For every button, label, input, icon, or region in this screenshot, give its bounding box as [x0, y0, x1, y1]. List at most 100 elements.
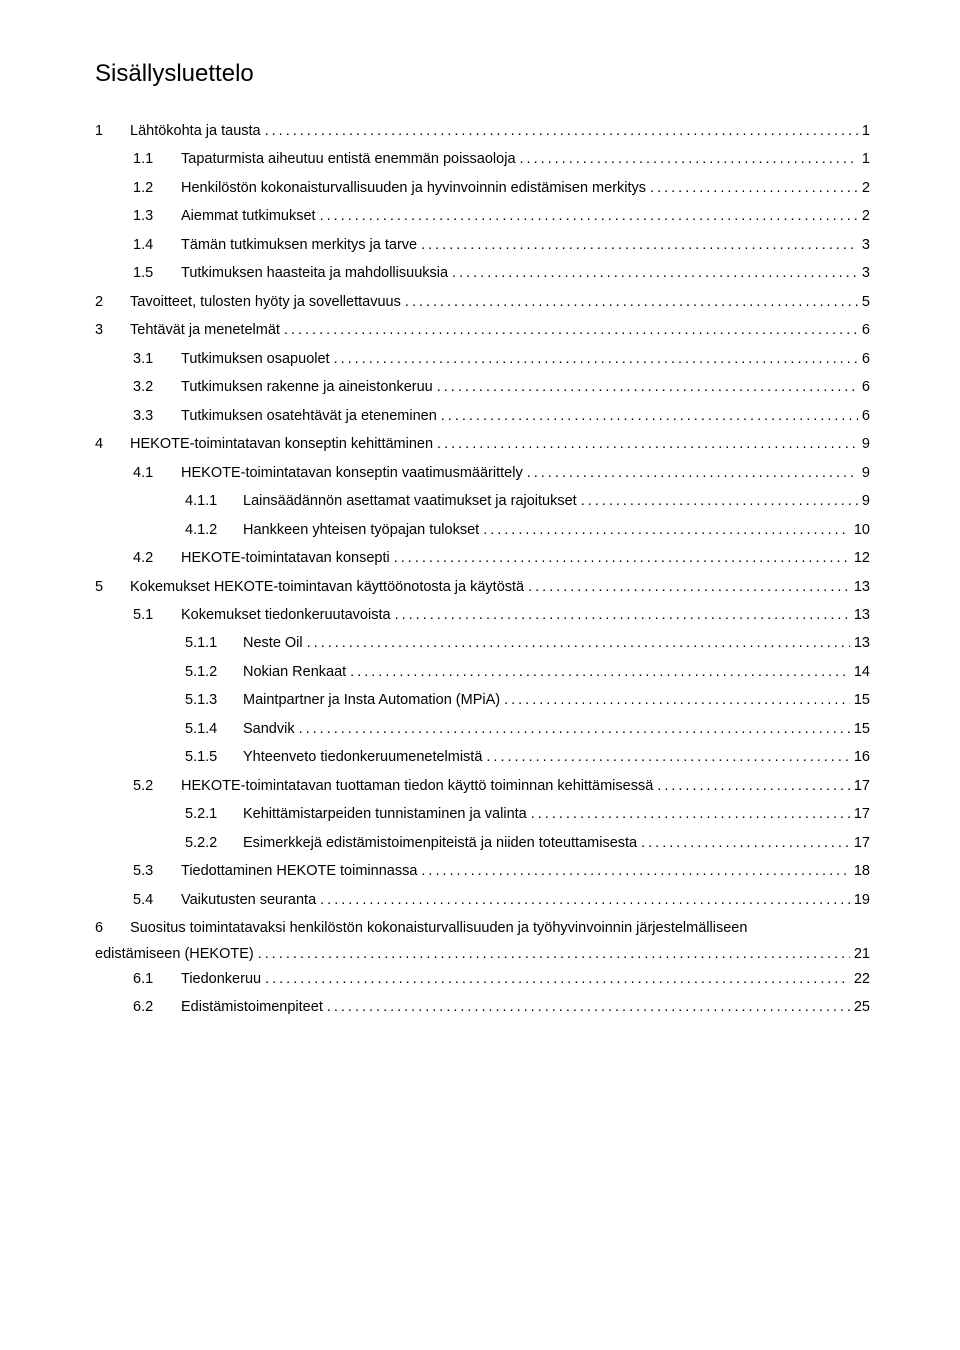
toc-leader-dots	[265, 120, 858, 142]
toc-label: Tutkimuksen haasteita ja mahdollisuuksia	[181, 262, 448, 284]
toc-number: 5.1.2	[185, 661, 243, 683]
toc-number: 4.2	[133, 547, 181, 569]
toc-page-number: 2	[862, 205, 870, 227]
toc-number: 1.5	[133, 262, 181, 284]
toc-number: 5.3	[133, 860, 181, 882]
toc-page-number: 15	[854, 689, 870, 711]
toc-leader-dots	[437, 376, 858, 398]
toc-number: 5.1.5	[185, 746, 243, 768]
toc-label: edistämiseen (HEKOTE)	[95, 946, 254, 962]
toc-entry: 2Tavoitteet, tulosten hyöty ja sovellett…	[95, 291, 870, 313]
toc-leader-dots	[657, 775, 850, 797]
toc-entry: 4.1.1Lainsäädännön asettamat vaatimukset…	[185, 490, 870, 512]
toc-entry: 3Tehtävät ja menetelmät6	[95, 319, 870, 341]
page-title: Sisällysluettelo	[95, 60, 870, 88]
toc-page-number: 19	[854, 889, 870, 911]
toc-entry: 4.2HEKOTE-toimintatavan konsepti12	[133, 547, 870, 569]
toc-leader-dots	[528, 576, 850, 598]
toc-page-number: 1	[862, 148, 870, 170]
toc-leader-dots	[504, 689, 850, 711]
toc-label: Henkilöstön kokonaisturvallisuuden ja hy…	[181, 177, 646, 199]
toc-number: 1.4	[133, 234, 181, 256]
toc-page-number: 5	[862, 291, 870, 313]
toc-label: Tiedonkeruu	[181, 968, 261, 990]
toc-number: 1.3	[133, 205, 181, 227]
toc-leader-dots	[483, 519, 850, 541]
toc-page-number: 3	[862, 234, 870, 256]
toc-leader-dots	[441, 405, 858, 427]
toc-label: Hankkeen yhteisen työpajan tulokset	[243, 519, 479, 541]
toc-leader-dots	[327, 996, 850, 1018]
toc-number: 5	[95, 576, 130, 598]
toc-label: Tiedottaminen HEKOTE toiminnassa	[181, 860, 417, 882]
toc-entry: 5.1.2Nokian Renkaat14	[185, 661, 870, 683]
toc-leader-dots	[520, 148, 858, 170]
toc-label: Suositus toimintatavaksi henkilöstön kok…	[130, 920, 747, 936]
toc-number: 6.1	[133, 968, 181, 990]
toc-entry: 3.1Tutkimuksen osapuolet6	[133, 348, 870, 370]
toc-entry: 5.1.5Yhteenveto tiedonkeruumenetelmistä 1…	[185, 746, 870, 768]
toc-entry: 4.1HEKOTE-toimintatavan konseptin vaatim…	[133, 462, 870, 484]
toc-leader-dots	[350, 661, 850, 683]
toc-entry: 3.2Tutkimuksen rakenne ja aineistonkeruu…	[133, 376, 870, 398]
toc-entry: 6.1Tiedonkeruu22	[133, 968, 870, 990]
toc-number: 3.2	[133, 376, 181, 398]
toc-entry: 1.5Tutkimuksen haasteita ja mahdollisuuk…	[133, 262, 870, 284]
toc-leader-dots	[531, 803, 850, 825]
toc-label: HEKOTE-toimintatavan konseptin kehittämi…	[130, 433, 433, 455]
toc-page-number: 16	[854, 746, 870, 768]
toc-page-number: 13	[854, 632, 870, 654]
toc-leader-dots	[265, 968, 850, 990]
toc-page-number: 2	[862, 177, 870, 199]
toc-label: Kokemukset HEKOTE-toimintavan käyttöönot…	[130, 576, 524, 598]
toc-entry: 3.3Tutkimuksen osatehtävät ja eteneminen…	[133, 405, 870, 427]
toc-page-number: 17	[854, 803, 870, 825]
toc-page-number: 10	[854, 519, 870, 541]
toc-number: 6	[95, 917, 130, 939]
toc-entry: 5.1Kokemukset tiedonkeruutavoista13	[133, 604, 870, 626]
toc-entry: 4.1.2Hankkeen yhteisen työpajan tulokset…	[185, 519, 870, 541]
toc-entry: 1Lähtökohta ja tausta1	[95, 120, 870, 142]
toc-leader-dots	[486, 746, 849, 768]
toc-entry: 5Kokemukset HEKOTE-toimintavan käyttööno…	[95, 576, 870, 598]
toc-entry: 5.4Vaikutusten seuranta19	[133, 889, 870, 911]
toc-label: Sandvik	[243, 718, 295, 740]
toc-page-number: 3	[862, 262, 870, 284]
toc-label: Lainsäädännön asettamat vaatimukset ja r…	[243, 490, 577, 512]
toc-leader-dots	[395, 604, 850, 626]
toc-label: HEKOTE-toimintatavan tuottaman tiedon kä…	[181, 775, 653, 797]
toc-label: Kehittämistarpeiden tunnistaminen ja val…	[243, 803, 527, 825]
toc-leader-dots	[437, 433, 858, 455]
toc-label: Nokian Renkaat	[243, 661, 346, 683]
toc-number: 5.1.3	[185, 689, 243, 711]
toc-number: 3.3	[133, 405, 181, 427]
toc-leader-dots	[421, 860, 849, 882]
toc-page-number: 21	[854, 946, 870, 962]
toc-label: Yhteenveto tiedonkeruumenetelmistä	[243, 746, 482, 768]
toc-entry: 1.4Tämän tutkimuksen merkitys ja tarve3	[133, 234, 870, 256]
toc-page-number: 15	[854, 718, 870, 740]
toc-page-number: 6	[862, 348, 870, 370]
toc-entry: 5.2.2Esimerkkejä edistämistoimenpiteistä…	[185, 832, 870, 854]
toc-number: 5.2	[133, 775, 181, 797]
toc-label: Neste Oil	[243, 632, 303, 654]
toc-leader-dots	[405, 291, 858, 313]
toc-page-number: 9	[862, 462, 870, 484]
toc-label: Tehtävät ja menetelmät	[130, 319, 280, 341]
toc-entry: 5.1.4Sandvik15	[185, 718, 870, 740]
toc-number: 3.1	[133, 348, 181, 370]
toc-leader-dots	[320, 205, 858, 227]
toc-page-number: 12	[854, 547, 870, 569]
toc-leader-dots	[641, 832, 850, 854]
toc-number: 5.1	[133, 604, 181, 626]
toc-label: Maintpartner ja Insta Automation (MPiA)	[243, 689, 500, 711]
toc-entry: 6Suositus toimintatavaksi henkilöstön ko…	[95, 917, 870, 939]
toc-page-number: 13	[854, 576, 870, 598]
toc-entry: 1.1Tapaturmista aiheutuu entistä enemmän…	[133, 148, 870, 170]
toc-label: Esimerkkejä edistämistoimenpiteistä ja n…	[243, 832, 637, 854]
toc-number: 4.1.1	[185, 490, 243, 512]
toc-entry-continuation: edistämiseen (HEKOTE) 21	[95, 946, 870, 962]
toc-number: 3	[95, 319, 130, 341]
toc-leader-dots	[581, 490, 858, 512]
toc-page-number: 6	[862, 376, 870, 398]
